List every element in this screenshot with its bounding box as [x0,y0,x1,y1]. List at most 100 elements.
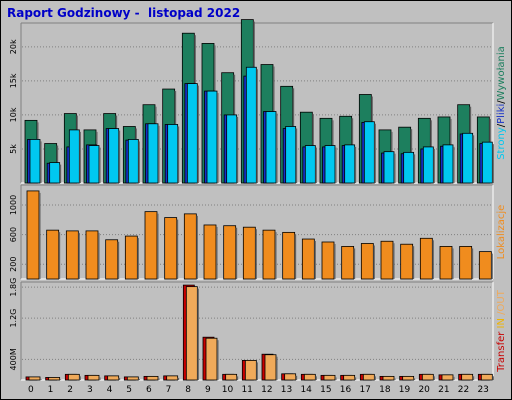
x-tick-label: 5 [126,385,132,395]
transfer-ytick-label: 1.8G [9,278,18,297]
pages-bar [29,139,41,184]
kbout-bar-shadow [276,356,278,380]
traffic-axis-label-part: Wywołania [496,46,507,100]
x-tick-label: 1 [48,385,54,395]
kbout-bar-shadow [413,378,416,380]
pages-bar [344,144,356,184]
kbout-bar [28,376,41,381]
visits-bar [419,237,433,280]
pages-bar [127,139,139,184]
traffic-ytick-label: 15k [9,73,18,88]
pages-bar-shadow [118,130,121,183]
pages-bar-shadow [315,147,317,183]
visits-bar-shadow [432,240,434,279]
kbout-bar [87,374,100,381]
visits-bar [321,241,335,280]
kbout-bar-shadow [79,376,81,380]
pages-bar-shadow [276,113,278,183]
visits-bar-shadow [196,215,198,279]
kbout-bar-shadow [453,376,455,380]
kbout-bar-shadow [354,377,357,380]
kbout-bar [343,374,356,381]
visits-bar [203,224,217,280]
pages-bar-shadow [433,148,435,183]
visits-bar-shadow [78,232,80,279]
kbout-bar-shadow [177,377,180,380]
x-tick-label: 18 [379,385,391,395]
visits-bar-shadow [491,253,493,279]
pages-bar-shadow [374,123,376,183]
visits-bar-shadow [216,226,218,279]
visits-plot-area [21,185,493,279]
visits-ytick-label: 600 [9,227,18,242]
kbout-bar-shadow [433,376,435,380]
kbout-bar-shadow [295,375,298,380]
x-tick-label: 8 [185,385,191,395]
x-tick-label: 2 [67,385,73,395]
traffic-ytick-label: 10k [9,107,18,122]
visits-bar-shadow [176,219,179,279]
pages-bar-shadow [217,93,219,183]
visits-bar [223,225,237,280]
kbout-bar [48,377,61,381]
kbout-bar [441,374,454,381]
kbout-bar [205,337,218,381]
pages-bar-shadow [413,154,416,183]
kbout-bar-shadow [492,376,494,380]
kbout-bar-shadow [118,377,121,380]
kbout-bar-shadow [59,379,62,380]
visits-bar [341,246,355,280]
visits-bar-shadow [117,241,120,279]
visits-bar [439,246,453,280]
visits-bar-shadow [235,227,238,279]
pages-bar-shadow [354,146,357,183]
kbout-bar [382,375,395,381]
pages-bar [147,123,159,184]
visits-bar [65,230,79,280]
kbout-bar-shadow [394,378,396,380]
visits-bar-shadow [58,232,61,279]
pages-bar [108,128,120,184]
pages-bar-shadow [177,126,180,183]
pages-bar [383,151,395,184]
visits-bar-shadow [334,243,336,279]
traffic-axis-label-part: Pliki [496,104,507,124]
pages-bar [49,162,61,184]
kbout-bar-shadow [256,362,258,380]
kbout-bar-shadow [138,378,140,380]
visits-bar-shadow [157,213,159,279]
pages-bar-shadow [99,147,101,183]
transfer-axis-label-part: /OUT [496,289,507,318]
kbout-bar-shadow [335,377,337,380]
transfer-ytick-label: 1.2G [9,309,18,328]
visits-bar [301,238,315,280]
x-tick-label: 17 [359,385,370,395]
visits-bar [183,213,197,280]
pages-bar [324,145,336,184]
visits-ytick-label: 1000 [9,195,18,215]
kbout-bar-shadow [236,376,239,380]
kbout-bar-shadow [197,288,199,380]
traffic-axis-label-part: / [496,123,507,127]
visits-bar-shadow [393,243,395,279]
kbout-bar [67,373,80,381]
traffic-ytick-label: 20k [9,39,18,54]
visits-bar-shadow [452,248,454,279]
kbout-bar [303,373,316,381]
visits-bar-shadow [412,246,415,279]
pages-bar [88,145,100,184]
x-tick-label: 11 [241,385,252,395]
visits-bar-shadow [137,238,139,279]
pages-bar [422,146,434,184]
pages-bar [186,83,198,184]
pages-bar [403,151,415,184]
x-tick-label: 13 [281,385,292,395]
x-tick-label: 3 [87,385,93,395]
visits-axis-label: Lokalizacje [496,205,507,260]
kbout-bar [461,373,474,381]
visits-bar [459,246,473,280]
pages-bar [226,114,238,184]
visits-ytick-label: 200 [9,257,18,272]
kbout-bar-shadow [217,340,219,380]
